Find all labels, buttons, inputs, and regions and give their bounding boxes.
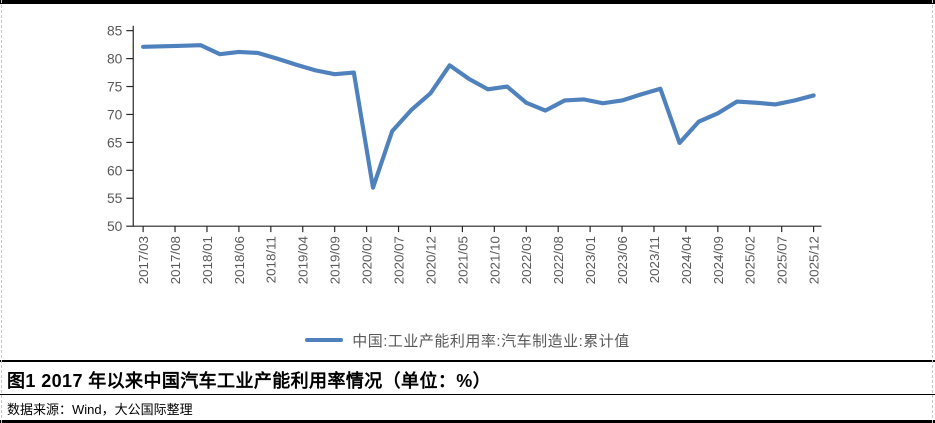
x-tick-label: 2017/08 bbox=[168, 236, 183, 284]
x-tick-label: 2025/12 bbox=[807, 236, 822, 284]
x-tick-label: 2020/02 bbox=[360, 236, 375, 284]
y-tick-label: 60 bbox=[107, 162, 123, 178]
x-tick-label: 2020/12 bbox=[423, 236, 438, 284]
table-gridline-right bbox=[932, 0, 933, 423]
figure-source: 数据来源：Wind，大公国际整理 bbox=[0, 394, 935, 423]
y-tick-label: 80 bbox=[107, 51, 123, 67]
axes bbox=[132, 25, 822, 227]
x-tick-label: 2025/02 bbox=[743, 236, 758, 284]
chart-legend: 中国:工业产能利用率:汽车制造业:累计值 bbox=[0, 320, 935, 360]
legend-label: 中国:工业产能利用率:汽车制造业:累计值 bbox=[352, 332, 630, 350]
y-tick-label: 65 bbox=[107, 134, 123, 150]
x-axis-ticks: 2017/03 2017/08 2018/01 2018/06 2018/11 2019/… bbox=[136, 226, 822, 284]
table-gridline-left bbox=[1, 0, 2, 423]
x-tick-label: 2018/11 bbox=[264, 236, 279, 283]
y-tick-label: 75 bbox=[107, 78, 123, 94]
x-tick-label: 2018/06 bbox=[232, 236, 247, 284]
figure-source-text: 数据来源：Wind，大公国际整理 bbox=[7, 402, 193, 417]
x-tick-label: 2023/06 bbox=[615, 236, 630, 284]
x-tick-label: 2019/09 bbox=[328, 236, 343, 284]
y-tick-label: 50 bbox=[107, 218, 123, 234]
x-tick-label: 2022/03 bbox=[519, 236, 534, 284]
y-tick-label: 55 bbox=[107, 190, 123, 206]
figure-caption: 图1 2017 年以来中国汽车工业产能利用率情况（单位：%） bbox=[0, 360, 935, 394]
x-tick-label: 2021/10 bbox=[487, 236, 502, 284]
x-tick-label: 2018/01 bbox=[200, 236, 215, 284]
y-axis-ticks: 85 80 75 70 65 60 55 50 bbox=[107, 23, 134, 234]
table-border-top bbox=[0, 0, 935, 4]
x-tick-label: 2023/01 bbox=[583, 236, 598, 284]
x-tick-label: 2024/04 bbox=[679, 235, 694, 284]
x-tick-label: 2022/08 bbox=[551, 236, 566, 284]
x-tick-label: 2019/04 bbox=[296, 235, 311, 284]
y-tick-label: 70 bbox=[107, 106, 123, 122]
x-tick-label: 2017/03 bbox=[136, 236, 151, 284]
series-line bbox=[141, 43, 816, 190]
x-tick-label: 2020/07 bbox=[391, 236, 406, 284]
x-tick-label: 2025/07 bbox=[775, 236, 790, 284]
legend-line-marker bbox=[305, 338, 344, 342]
x-tick-label: 2024/09 bbox=[711, 236, 726, 284]
y-tick-label: 85 bbox=[107, 23, 123, 39]
figure-caption-text: 图1 2017 年以来中国汽车工业产能利用率情况（单位：%） bbox=[7, 371, 492, 391]
x-tick-label: 2023/11 bbox=[647, 236, 662, 283]
x-tick-label: 2021/05 bbox=[455, 236, 470, 284]
